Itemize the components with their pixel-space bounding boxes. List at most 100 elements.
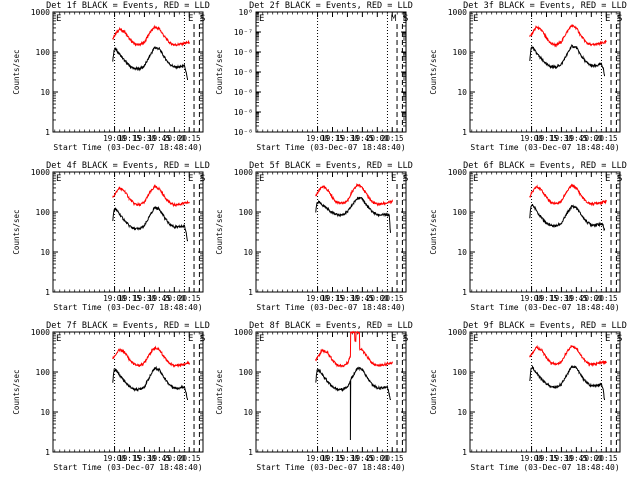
marker-letter: S bbox=[200, 174, 205, 184]
y-tick-label: 1 bbox=[45, 128, 50, 137]
y-tick-label: 100 bbox=[239, 368, 254, 377]
x-tick-label: 19:30 bbox=[550, 134, 573, 143]
x-tick-label: 20:00 bbox=[580, 454, 603, 463]
x-tick-label: 19:15 bbox=[118, 134, 141, 143]
y-axis-label: Counts/sec bbox=[215, 49, 224, 94]
y-tick-label: 10 bbox=[40, 88, 50, 97]
marker-letter: E bbox=[473, 334, 478, 344]
panel-title: Det 1f BLACK = Events, RED = LLD bbox=[46, 1, 210, 11]
x-tick-label: 20:00 bbox=[366, 294, 389, 303]
series-lld-line bbox=[112, 345, 190, 368]
marker-letter: S bbox=[200, 334, 205, 344]
panel-det-4: Det 4f BLACK = Events, RED = LLD 1 10 100 10… bbox=[12, 161, 210, 312]
x-tick-label: 19:30 bbox=[550, 454, 573, 463]
series-lld-line bbox=[112, 24, 190, 47]
y-axis-label: Counts/sec bbox=[215, 369, 224, 414]
x-tick-label: 19:30 bbox=[133, 294, 156, 303]
x-tick-label: 20:00 bbox=[366, 454, 389, 463]
x-tick-label: 20:00 bbox=[163, 294, 186, 303]
x-tick-label: 19:00 bbox=[306, 134, 329, 143]
y-tick-label: 1 bbox=[45, 448, 50, 457]
y-axis-label: Counts/sec bbox=[429, 369, 438, 414]
panel-title: Det 7f BLACK = Events, RED = LLD bbox=[46, 321, 210, 331]
panel-title: Det 8f BLACK = Events, RED = LLD bbox=[249, 321, 413, 331]
panel-title: Det 3f BLACK = Events, RED = LLD bbox=[463, 1, 627, 11]
y-tick-label: 10⁻⁸ bbox=[234, 68, 253, 77]
marker-letter: E bbox=[56, 334, 61, 344]
x-tick-label: 20:00 bbox=[580, 294, 603, 303]
panel-det-3: Det 3f BLACK = Events, RED = LLD 1 10 100 10… bbox=[429, 1, 627, 152]
x-tick-label: 19:45 bbox=[148, 454, 171, 463]
x-tick-label: 20:00 bbox=[366, 134, 389, 143]
x-tick-label: 19:45 bbox=[148, 294, 171, 303]
x-tick-label: 19:15 bbox=[321, 454, 344, 463]
x-tick-label: 19:45 bbox=[351, 134, 374, 143]
marker-letter: E bbox=[188, 174, 193, 184]
x-tick-label: 20:15 bbox=[178, 134, 201, 143]
panel-det-8: Det 8f BLACK = Events, RED = LLD 1 10 100 10… bbox=[215, 321, 413, 472]
x-tick-label: 19:15 bbox=[118, 454, 141, 463]
marker-letter: E bbox=[56, 14, 61, 24]
y-tick-label: 1 bbox=[462, 288, 467, 297]
y-tick-label: 10⁻⁷ bbox=[234, 28, 253, 37]
y-tick-label: 1 bbox=[462, 448, 467, 457]
panel-det-6: Det 6f BLACK = Events, RED = LLD 1 10 100 10… bbox=[429, 161, 627, 312]
y-tick-label: 10 bbox=[457, 408, 467, 417]
plot-frame bbox=[469, 171, 621, 293]
x-tick-label: 19:00 bbox=[520, 454, 543, 463]
marker-letter: E bbox=[259, 334, 264, 344]
y-tick-label: 1000 bbox=[234, 328, 253, 337]
x-tick-label: 19:00 bbox=[306, 294, 329, 303]
y-tick-label: 10 bbox=[40, 248, 50, 257]
x-axis-label: Start Time (03-Dec-07 18:48:40) bbox=[256, 143, 405, 152]
x-tick-label: 19:00 bbox=[103, 294, 126, 303]
x-tick-label: 19:45 bbox=[148, 134, 171, 143]
panel-title: Det 2f BLACK = Events, RED = LLD bbox=[249, 1, 413, 11]
series-lld-line bbox=[315, 330, 393, 368]
y-tick-label: 100 bbox=[239, 208, 254, 217]
y-tick-label: 1 bbox=[248, 448, 253, 457]
marker-letter: S bbox=[403, 174, 408, 184]
marker-letter: E bbox=[605, 334, 610, 344]
x-tick-label: 20:15 bbox=[595, 134, 618, 143]
marker-letter: E bbox=[391, 334, 396, 344]
x-tick-label: 20:00 bbox=[163, 454, 186, 463]
x-tick-label: 19:45 bbox=[565, 294, 588, 303]
marker-letter: S bbox=[403, 14, 408, 24]
series-events-line bbox=[112, 46, 188, 80]
x-axis-label: Start Time (03-Dec-07 18:48:40) bbox=[53, 303, 202, 312]
marker-letter: E bbox=[605, 14, 610, 24]
y-tick-label: 1000 bbox=[31, 8, 50, 17]
y-tick-label: 1 bbox=[462, 128, 467, 137]
y-tick-label: 100 bbox=[36, 48, 51, 57]
x-axis-label: Start Time (03-Dec-07 18:48:40) bbox=[256, 463, 405, 472]
y-axis-label: Counts/sec bbox=[429, 209, 438, 254]
marker-letter: E bbox=[473, 174, 478, 184]
series-events-line bbox=[529, 203, 605, 232]
marker-letter: E bbox=[391, 174, 396, 184]
x-tick-label: 19:30 bbox=[133, 454, 156, 463]
x-tick-label: 19:45 bbox=[565, 134, 588, 143]
y-tick-label: 10 bbox=[457, 88, 467, 97]
plot-frame bbox=[52, 171, 204, 293]
x-tick-label: 19:00 bbox=[306, 454, 329, 463]
y-tick-label: 1000 bbox=[448, 8, 467, 17]
series-events-line bbox=[315, 366, 391, 441]
panel-det-5: Det 5f BLACK = Events, RED = LLD 1 10 100 10… bbox=[215, 161, 413, 312]
plot-frame bbox=[255, 331, 407, 453]
marker-letter: S bbox=[200, 14, 205, 24]
x-tick-label: 19:15 bbox=[118, 294, 141, 303]
y-tick-label: 10 bbox=[243, 248, 253, 257]
x-axis-label: Start Time (03-Dec-07 18:48:40) bbox=[53, 143, 202, 152]
x-tick-label: 19:00 bbox=[520, 134, 543, 143]
y-axis-label: Counts/sec bbox=[215, 209, 224, 254]
y-tick-label: 1000 bbox=[448, 168, 467, 177]
marker-letter: E bbox=[473, 14, 478, 24]
x-axis-label: Start Time (03-Dec-07 18:48:40) bbox=[470, 463, 619, 472]
series-events-line bbox=[112, 365, 188, 400]
marker-letter: S bbox=[617, 334, 622, 344]
y-tick-label: 10 bbox=[243, 408, 253, 417]
y-tick-label: 100 bbox=[453, 208, 468, 217]
x-tick-label: 20:15 bbox=[178, 454, 201, 463]
y-tick-label: 10⁻⁸ bbox=[234, 48, 253, 57]
